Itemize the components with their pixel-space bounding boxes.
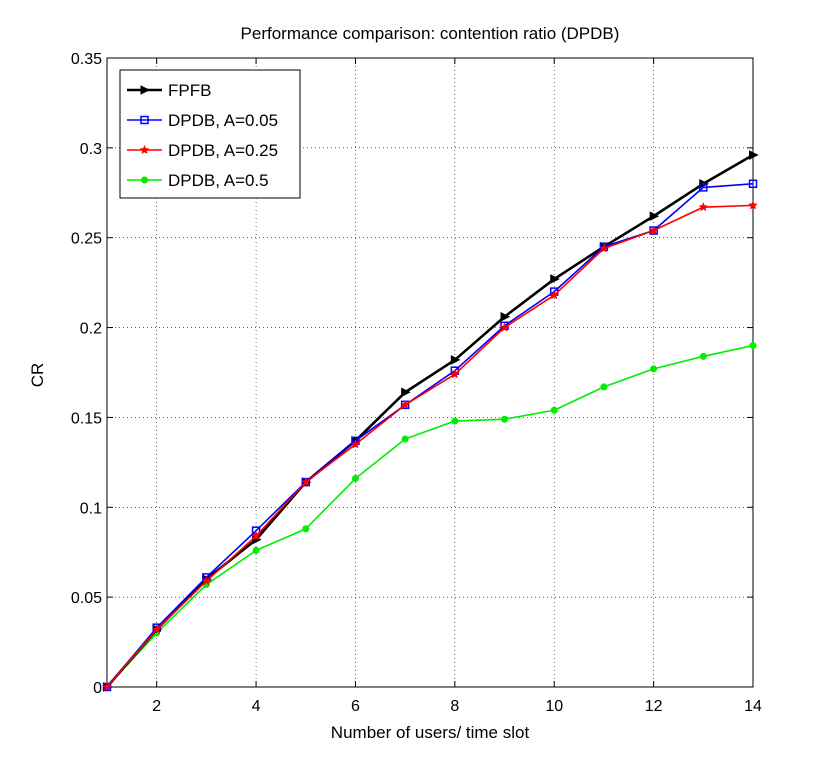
data-point: [449, 369, 460, 379]
y-tick-label: 0.25: [71, 231, 102, 248]
data-point: [252, 546, 260, 554]
legend-item: DPDB, A=0.05: [127, 111, 278, 130]
data-point: [600, 383, 608, 391]
y-tick-label: 0.3: [80, 141, 102, 158]
data-point: [749, 342, 757, 350]
data-point: [451, 417, 459, 425]
y-tick-label: 0.15: [71, 410, 102, 427]
legend-item: DPDB, A=0.25: [127, 141, 278, 160]
legend-box: [119, 69, 301, 199]
data-point: [748, 200, 758, 210]
data-point: [748, 179, 758, 189]
data-point: [251, 530, 261, 541]
legend-marker: [140, 85, 151, 95]
data-point: [300, 476, 311, 487]
series-line-dpdb-a-0-25: [106, 204, 754, 688]
series-group: [102, 150, 759, 692]
data-point: [350, 439, 361, 449]
y-tick-label: 0: [93, 680, 102, 697]
series-line-dpdb-a-0-05: [106, 183, 754, 688]
series-dpdb-a-0-05: [102, 179, 758, 692]
y-axis-title: CR: [28, 363, 47, 388]
data-point: [648, 225, 659, 235]
data-point: [699, 352, 707, 360]
series-fpfb: [103, 150, 759, 692]
data-point: [549, 290, 560, 300]
legend-item: FPFB: [127, 81, 211, 100]
axis-ticks: 2 4 6 8 10 12 14 0 0.05 0.1 0.15 0.2 0.25 0.3 0.35: [71, 51, 762, 715]
legend-marker: [139, 144, 150, 155]
data-point: [450, 355, 461, 365]
legend-marker: [140, 115, 149, 125]
legend: FPFB DPDB, A=0.05 DPDB, A=0.25 DPDB, A=0.5: [119, 69, 301, 199]
x-tick-label: 12: [645, 698, 663, 715]
data-point: [550, 274, 560, 284]
data-point: [401, 435, 409, 443]
legend-label: DPDB, A=0.05: [168, 111, 278, 130]
legend-label: DPDB, A=0.25: [168, 141, 278, 160]
series-line-dpdb-a-0-5: [106, 344, 754, 688]
data-point: [302, 525, 310, 533]
x-tick-label: 8: [450, 698, 459, 715]
data-point: [749, 150, 759, 160]
data-point: [201, 575, 212, 586]
data-point: [351, 475, 359, 483]
x-tick-label: 2: [152, 698, 161, 715]
data-point: [699, 183, 708, 192]
y-tick-label: 0.05: [71, 590, 102, 607]
data-point: [500, 311, 511, 322]
legend-label: DPDB, A=0.5: [168, 171, 269, 190]
series-dpdb-a-0-5: [103, 342, 757, 691]
x-tick-label: 14: [744, 698, 762, 715]
x-tick-label: 6: [351, 698, 360, 715]
data-point: [649, 211, 660, 221]
series-dpdb-a-0-25: [102, 200, 758, 692]
data-point: [650, 365, 658, 373]
y-tick-label: 0.35: [71, 51, 102, 68]
y-tick-label: 0.2: [80, 321, 102, 338]
data-point: [499, 322, 510, 332]
data-point: [599, 243, 609, 253]
legend-item: DPDB, A=0.5: [127, 171, 269, 190]
data-point: [151, 624, 162, 634]
data-point: [550, 406, 558, 414]
plot-area: [106, 57, 754, 688]
y-tick-label: 0.1: [80, 500, 102, 517]
x-tick-label: 4: [252, 698, 261, 715]
data-point: [102, 681, 112, 692]
data-point: [501, 415, 509, 423]
data-point: [400, 399, 411, 410]
x-axis-title: Number of users/ time slot: [331, 723, 530, 742]
legend-label: FPFB: [168, 81, 211, 100]
data-point: [401, 387, 411, 398]
legend-marker: [141, 176, 148, 184]
chart-title: Performance comparison: contention ratio…: [241, 24, 620, 43]
series-line-fpfb: [106, 153, 754, 688]
data-point: [698, 201, 709, 212]
x-tick-label: 10: [545, 698, 563, 715]
